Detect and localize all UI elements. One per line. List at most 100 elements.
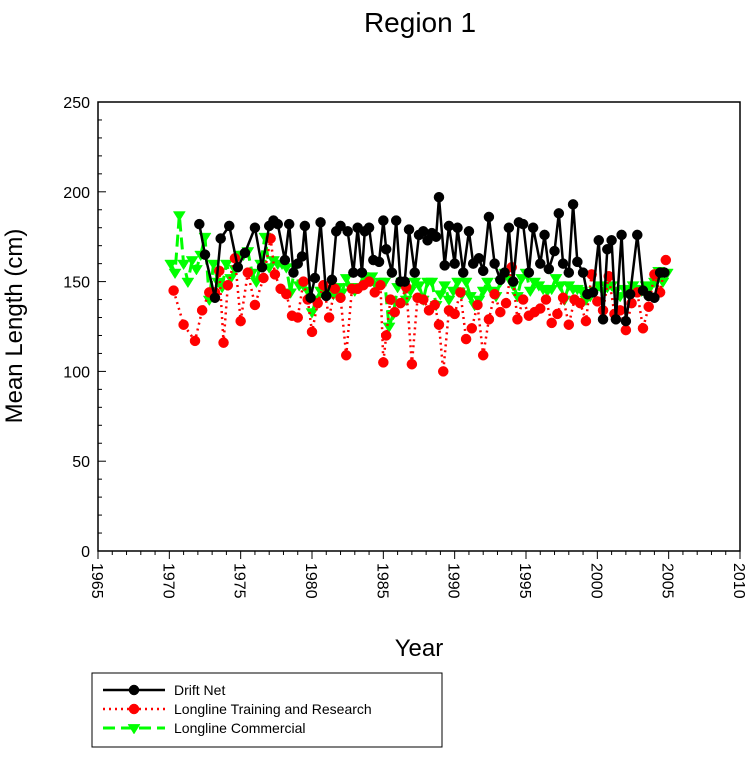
data-point (406, 358, 418, 370)
data-point (503, 222, 515, 233)
series-0 (194, 191, 670, 327)
data-point (546, 317, 557, 329)
series-line (172, 237, 668, 373)
legend-item: Longline Commercial (103, 720, 306, 736)
data-point (281, 288, 292, 300)
data-point (557, 292, 569, 304)
data-point (587, 287, 599, 298)
data-point (425, 277, 439, 289)
legend-marker (128, 684, 140, 696)
legend-marker (128, 703, 140, 715)
data-point (549, 274, 563, 285)
data-point (620, 315, 632, 327)
data-point (517, 218, 529, 230)
y-axis-label: Mean Length (cm) (1, 229, 28, 424)
data-point (476, 286, 490, 298)
data-point (199, 249, 211, 260)
data-point (309, 272, 321, 284)
data-point (507, 276, 519, 287)
data-point (457, 267, 469, 278)
data-point (269, 269, 281, 280)
data-point (433, 191, 445, 203)
data-point (172, 211, 186, 222)
data-point (363, 276, 375, 287)
data-point (235, 315, 246, 327)
axes: 0 50 100 150 200 250 1965 1970 1975 1980 1985 1990 1… (63, 95, 747, 599)
data-point (523, 286, 537, 298)
data-point (214, 265, 225, 277)
data-point (342, 226, 353, 237)
data-point (489, 288, 500, 300)
data-point (527, 222, 539, 233)
data-point (335, 220, 346, 232)
data-point (577, 267, 589, 278)
data-point (430, 231, 442, 242)
data-point (272, 218, 284, 230)
data-point (660, 254, 672, 266)
data-point (540, 294, 552, 305)
data-point (380, 330, 392, 341)
series-layer (164, 191, 674, 377)
data-point (209, 292, 221, 304)
x-axis-label: Year (395, 635, 444, 662)
data-point (323, 312, 335, 323)
data-point (539, 229, 550, 241)
data-point (517, 294, 529, 305)
data-point (597, 314, 609, 325)
data-point (637, 323, 649, 334)
data-point (459, 277, 473, 289)
data-point (610, 314, 622, 325)
data-point (296, 251, 308, 262)
data-point (418, 294, 429, 305)
data-point (449, 308, 460, 320)
data-point (438, 366, 449, 377)
data-point (429, 299, 440, 311)
data-point (177, 259, 191, 271)
data-point (335, 292, 346, 304)
data-point (189, 335, 201, 347)
data-point (616, 229, 627, 241)
y-tick-label: 0 (81, 544, 90, 561)
data-point (249, 222, 261, 233)
chart-title: Region 1 (364, 7, 476, 38)
data-point (218, 337, 229, 348)
x-tick-label: 1990 (445, 563, 462, 599)
data-point (378, 357, 389, 368)
data-point (418, 226, 429, 237)
data-point (239, 247, 251, 259)
data-point (549, 245, 560, 257)
data-point (477, 265, 489, 277)
x-tick-label: 1975 (231, 563, 248, 599)
data-point (620, 324, 632, 336)
data-point (222, 279, 234, 291)
data-point (363, 222, 375, 233)
data-point (194, 218, 205, 230)
data-point (249, 299, 261, 311)
data-point (606, 235, 617, 246)
data-point (242, 267, 254, 278)
data-point (256, 261, 268, 273)
data-point (215, 233, 226, 244)
data-point (499, 267, 510, 278)
data-point (439, 260, 450, 271)
data-point (433, 319, 445, 330)
data-point (181, 277, 195, 289)
x-tick-label: 1985 (373, 563, 390, 599)
data-point (438, 281, 452, 292)
data-point (168, 268, 182, 280)
y-tick-label: 50 (72, 454, 90, 471)
data-point (602, 244, 613, 255)
data-point (312, 297, 323, 309)
data-point (543, 263, 555, 275)
data-point (552, 308, 563, 320)
data-point (386, 267, 398, 278)
data-point (481, 277, 494, 289)
legend-label: Longline Commercial (174, 720, 306, 736)
data-point (593, 235, 605, 246)
data-point (649, 292, 660, 304)
data-point (321, 290, 332, 302)
data-point (224, 220, 235, 232)
data-point (375, 279, 386, 291)
data-point (399, 276, 410, 287)
